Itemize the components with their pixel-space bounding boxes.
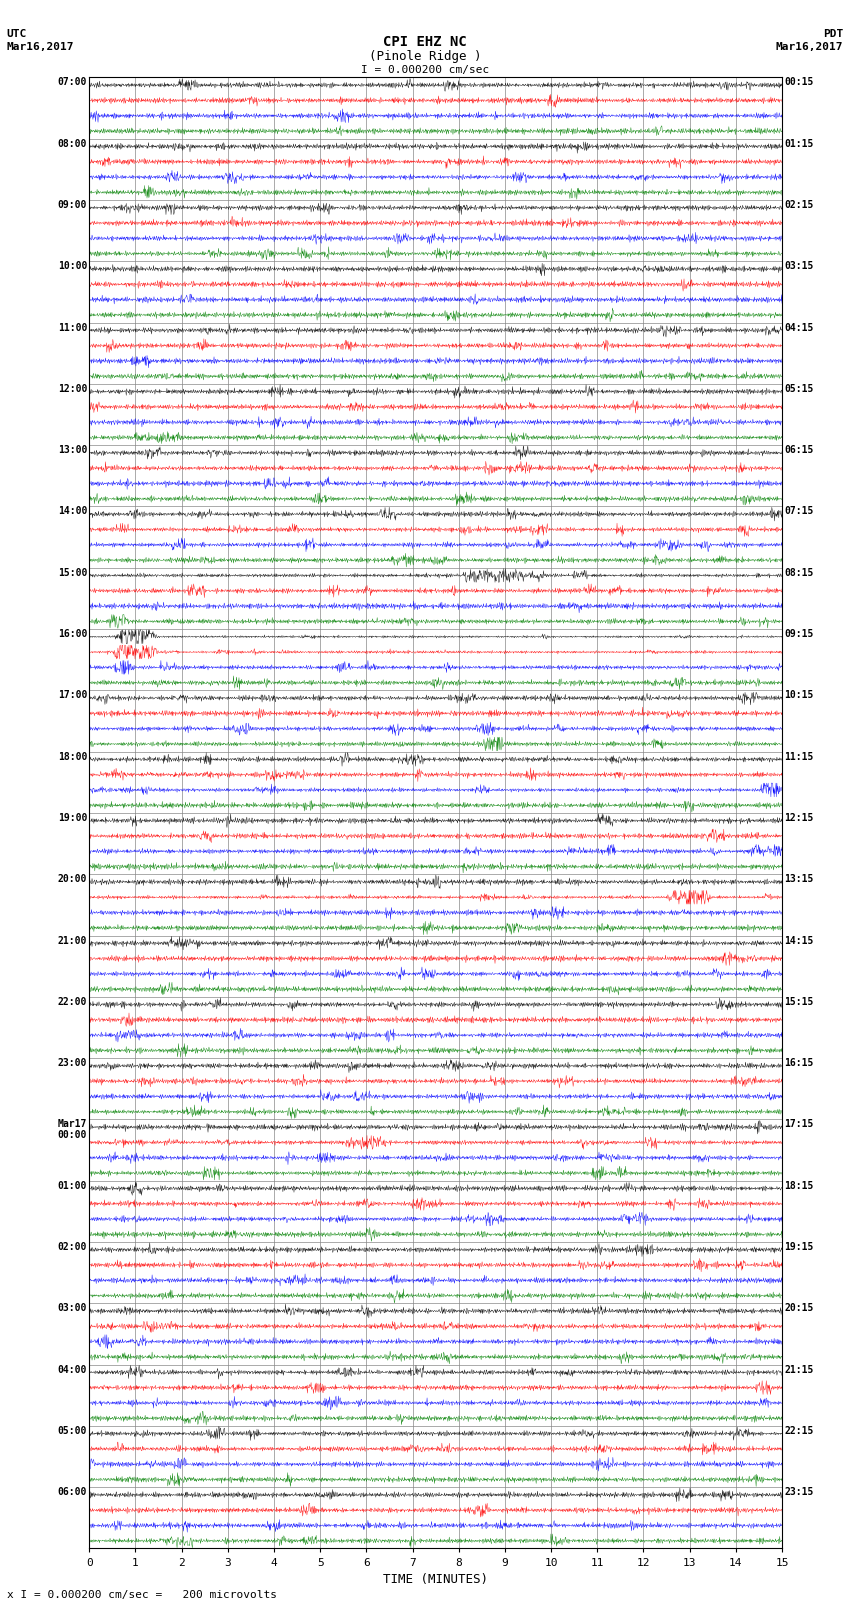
Text: 06:15: 06:15 <box>784 445 813 455</box>
Text: 11:00: 11:00 <box>58 323 88 332</box>
Text: 22:15: 22:15 <box>784 1426 813 1436</box>
Text: 11:15: 11:15 <box>784 752 813 761</box>
Text: 09:00: 09:00 <box>58 200 88 210</box>
Text: 21:15: 21:15 <box>784 1365 813 1374</box>
Text: 02:00: 02:00 <box>58 1242 88 1252</box>
X-axis label: TIME (MINUTES): TIME (MINUTES) <box>383 1573 488 1586</box>
Text: 07:15: 07:15 <box>784 506 813 516</box>
Text: 17:15: 17:15 <box>784 1119 813 1129</box>
Text: 12:15: 12:15 <box>784 813 813 823</box>
Text: 04:15: 04:15 <box>784 323 813 332</box>
Text: 06:00: 06:00 <box>58 1487 88 1497</box>
Text: 00:15: 00:15 <box>784 77 813 87</box>
Text: 17:00: 17:00 <box>58 690 88 700</box>
Text: 18:15: 18:15 <box>784 1181 813 1190</box>
Text: 16:15: 16:15 <box>784 1058 813 1068</box>
Text: 10:15: 10:15 <box>784 690 813 700</box>
Text: 03:00: 03:00 <box>58 1303 88 1313</box>
Text: 14:15: 14:15 <box>784 936 813 945</box>
Text: UTC: UTC <box>7 29 27 39</box>
Text: Mar16,2017: Mar16,2017 <box>776 42 843 52</box>
Text: 03:15: 03:15 <box>784 261 813 271</box>
Text: 15:15: 15:15 <box>784 997 813 1007</box>
Text: 02:15: 02:15 <box>784 200 813 210</box>
Text: I = 0.000200 cm/sec: I = 0.000200 cm/sec <box>361 65 489 74</box>
Text: 05:00: 05:00 <box>58 1426 88 1436</box>
Text: PDT: PDT <box>823 29 843 39</box>
Text: 23:00: 23:00 <box>58 1058 88 1068</box>
Text: 05:15: 05:15 <box>784 384 813 394</box>
Text: 04:00: 04:00 <box>58 1365 88 1374</box>
Text: 12:00: 12:00 <box>58 384 88 394</box>
Text: 09:15: 09:15 <box>784 629 813 639</box>
Text: 23:15: 23:15 <box>784 1487 813 1497</box>
Text: 08:15: 08:15 <box>784 568 813 577</box>
Text: 13:15: 13:15 <box>784 874 813 884</box>
Text: 07:00: 07:00 <box>58 77 88 87</box>
Text: Mar17
00:00: Mar17 00:00 <box>58 1119 88 1140</box>
Text: 19:15: 19:15 <box>784 1242 813 1252</box>
Text: x I = 0.000200 cm/sec =   200 microvolts: x I = 0.000200 cm/sec = 200 microvolts <box>7 1590 277 1600</box>
Text: 22:00: 22:00 <box>58 997 88 1007</box>
Text: 18:00: 18:00 <box>58 752 88 761</box>
Text: (Pinole Ridge ): (Pinole Ridge ) <box>369 50 481 63</box>
Text: 14:00: 14:00 <box>58 506 88 516</box>
Text: 10:00: 10:00 <box>58 261 88 271</box>
Text: 15:00: 15:00 <box>58 568 88 577</box>
Text: 13:00: 13:00 <box>58 445 88 455</box>
Text: Mar16,2017: Mar16,2017 <box>7 42 74 52</box>
Text: 01:15: 01:15 <box>784 139 813 148</box>
Text: 20:00: 20:00 <box>58 874 88 884</box>
Text: 20:15: 20:15 <box>784 1303 813 1313</box>
Text: CPI EHZ NC: CPI EHZ NC <box>383 35 467 50</box>
Text: 21:00: 21:00 <box>58 936 88 945</box>
Text: 01:00: 01:00 <box>58 1181 88 1190</box>
Text: 19:00: 19:00 <box>58 813 88 823</box>
Text: 16:00: 16:00 <box>58 629 88 639</box>
Text: 08:00: 08:00 <box>58 139 88 148</box>
